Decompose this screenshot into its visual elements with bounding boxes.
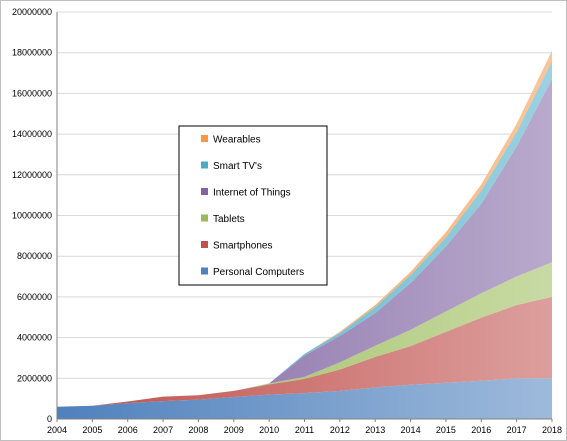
x-tick-label: 2006 <box>118 425 138 435</box>
x-tick-label: 2010 <box>259 425 279 435</box>
x-tick-label: 2004 <box>47 425 67 435</box>
legend-label-internet-of-things: Internet of Things <box>213 188 291 199</box>
y-axis-tick-labels: 0 2000000 4000000 6000000 8000000 10000000 120… <box>12 7 52 424</box>
legend-label-smartphones: Smartphones <box>213 241 272 252</box>
y-tick-label: 14000000 <box>12 129 52 139</box>
area-series <box>57 50 552 419</box>
legend-swatch-smartphones <box>201 241 208 248</box>
x-tick-label: 2018 <box>542 425 562 435</box>
y-tick-label: 0 <box>47 414 52 424</box>
x-tick-label: 2011 <box>295 425 314 435</box>
y-tick-label: 16000000 <box>12 88 52 98</box>
legend-label-wearables: Wearables <box>213 135 261 146</box>
legend-swatch-personal-computers <box>201 267 208 275</box>
axes <box>56 12 553 422</box>
legend-box <box>178 125 328 286</box>
x-tick-label: 2017 <box>507 425 527 435</box>
legend-swatch-smart-tv-s <box>201 161 208 169</box>
legend: Wearables Smart TV's Internet of Things Tab… <box>178 125 328 286</box>
x-tick-label: 2008 <box>188 425 208 435</box>
area-internet-of-things <box>57 79 552 407</box>
y-tick-label: 10000000 <box>12 211 52 221</box>
legend-swatch-tablets <box>201 214 208 222</box>
legend-swatch-internet-of-things <box>201 188 208 195</box>
x-tick-label: 2016 <box>471 425 491 435</box>
area-smart-tv-s <box>57 60 552 407</box>
x-tick-label: 2014 <box>401 425 421 435</box>
x-tick-label: 2009 <box>224 425 244 435</box>
y-tick-label: 20000000 <box>12 7 52 17</box>
y-tick-label: 2000000 <box>17 373 52 383</box>
legend-label-personal-computers: Personal Computers <box>213 267 304 278</box>
y-tick-label: 6000000 <box>17 292 52 302</box>
x-tick-label: 2012 <box>330 425 350 435</box>
legend-label-smart-tv-s: Smart TV's <box>213 161 262 172</box>
legend-swatch-wearables <box>201 135 208 142</box>
x-tick-label: 2005 <box>82 425 102 435</box>
area-personal-computers <box>57 378 552 419</box>
y-tick-label: 8000000 <box>17 251 52 261</box>
area-smartphones <box>57 296 552 407</box>
x-tick-label: 2015 <box>436 425 456 435</box>
x-tick-label: 2007 <box>153 425 173 435</box>
x-axis-tick-labels: 2004 2005 2006 2007 2008 2009 2010 2011 2012 2013… <box>47 425 562 435</box>
y-tick-label: 18000000 <box>12 48 52 58</box>
y-tick-label: 4000000 <box>17 333 52 343</box>
x-tick-label: 2013 <box>365 425 385 435</box>
y-tick-label: 12000000 <box>12 170 52 180</box>
area-tablets <box>57 262 552 407</box>
legend-label-tablets: Tablets <box>213 214 245 225</box>
